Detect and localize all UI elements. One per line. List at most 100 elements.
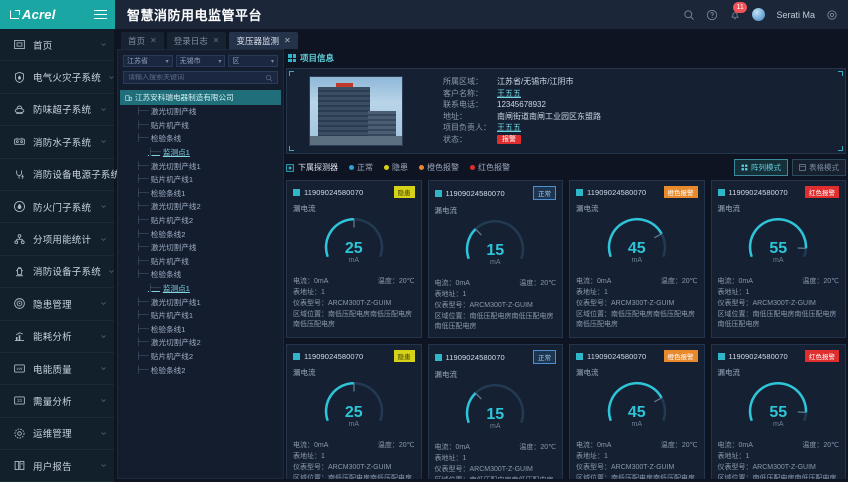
leakage-gauge: 55 mA <box>718 211 840 273</box>
tree-node-7[interactable]: ├── 激光切割产线2 <box>118 200 283 214</box>
help-circle-icon[interactable] <box>706 9 718 21</box>
chevron-down-icon[interactable] <box>100 397 107 404</box>
tree-node-3[interactable]: ├── 监测点1 <box>118 146 283 160</box>
chevron-down-icon[interactable] <box>100 236 107 243</box>
sidebar-item-5[interactable]: 防火门子系统 <box>0 191 114 224</box>
leakage-gauge: 25 mA <box>293 375 415 437</box>
sidebar-item-13[interactable]: 用户报告 <box>0 450 114 482</box>
meta-row-zone: 区域位置：南低压配电房南低压配电房南低压配电房 <box>718 474 840 479</box>
close-icon[interactable]: ✕ <box>150 36 157 45</box>
meta-row-zone: 区域位置：南低压配电房南低压配电房南低压配电房 <box>576 310 698 332</box>
device-card-grid: 11909024580070 隐患 漏电流 25 mA 电流：0mA 温度：20℃ 表地址：1… <box>286 180 846 479</box>
sidebar-item-0[interactable]: 首页 <box>0 29 114 62</box>
sidebar-item-11[interactable]: 23 需量分析 <box>0 385 114 418</box>
chevron-down-icon[interactable] <box>100 41 107 48</box>
metric-label: 漏电流 <box>293 368 316 377</box>
sidebar-item-4[interactable]: 消防设备电源子系统 <box>0 159 134 191</box>
device-card[interactable]: 11909024580070 红色报警 漏电流 55 mA 电流：0mA 温度：20℃ 表地址… <box>710 344 846 479</box>
device-card[interactable]: 11909024580070 橙色报警 漏电流 45 mA 电流：0mA 温度：20℃ 表地址… <box>569 180 705 338</box>
device-card[interactable]: 11909024580070 红色报警 漏电流 55 mA 电流：0mA 温度：20℃ 表地址… <box>710 180 846 338</box>
model-value: ARCM300T-Z-GUIM <box>469 301 533 309</box>
avatar[interactable] <box>752 8 766 21</box>
brand-logo-area[interactable]: Acrel <box>0 0 115 29</box>
project-field-value[interactable]: 王五五 <box>497 123 521 133</box>
chevron-down-icon[interactable] <box>108 74 115 81</box>
tree-root-node[interactable]: 江苏安科瑞电器制造有限公司 <box>120 90 281 105</box>
temp-label: 温度： <box>802 442 824 449</box>
region-select-2[interactable]: 区 ▾ <box>228 55 279 67</box>
search-icon[interactable] <box>265 74 273 82</box>
chevron-down-icon[interactable] <box>100 462 107 469</box>
username-label[interactable]: Serati Ma <box>776 9 815 20</box>
tab-2[interactable]: 变压器监测 ✕ <box>229 32 298 49</box>
current-value: 0mA <box>597 278 612 285</box>
tree-node-11[interactable]: ├── 贴片机产线 <box>118 255 283 269</box>
chevron-down-icon[interactable] <box>100 300 107 307</box>
tree-node-9[interactable]: ├── 检验条线2 <box>118 227 283 241</box>
chevron-down-icon[interactable] <box>100 365 107 372</box>
gear-icon[interactable] <box>826 9 838 21</box>
meta-row-model: 仪表型号：ARCM300T-Z-GUIM <box>576 299 698 310</box>
project-field-value[interactable]: 王五五 <box>497 88 521 98</box>
zone-label: 区域位置： <box>293 474 328 479</box>
chevron-down-icon[interactable]: ▾ <box>271 58 275 65</box>
device-card[interactable]: 11909024580070 隐患 漏电流 25 mA 电流：0mA 温度：20℃ 表地址：1… <box>286 344 422 479</box>
tree-node-17[interactable]: ├── 激光切割产线2 <box>118 336 283 350</box>
device-card[interactable]: 11909024580070 正常 漏电流 15 mA 电流：0mA 温度：20℃ 表地址：1… <box>427 180 563 338</box>
gauge-unit: mA <box>348 421 360 428</box>
tree-node-0[interactable]: ├── 激光切割产线 <box>118 105 283 119</box>
tree-node-16[interactable]: ├── 检验条线1 <box>118 323 283 337</box>
mode-button-0[interactable]: 阵列模式 <box>734 159 788 176</box>
address-value: 1 <box>604 452 608 460</box>
tree-node-14[interactable]: ├── 激光切割产线1 <box>118 295 283 309</box>
region-filters: 江苏省 ▾ 无锡市 ▾ 区 ▾ <box>118 50 283 67</box>
sidebar-item-6[interactable]: 分项用能统计 <box>0 223 114 256</box>
mode-button-1[interactable]: 表格模式 <box>792 159 846 176</box>
sidebar-item-12[interactable]: 运维管理 <box>0 418 114 451</box>
region-select-0[interactable]: 江苏省 ▾ <box>123 55 173 67</box>
tree-node-12[interactable]: ├── 检验条线 <box>118 268 283 282</box>
chevron-down-icon[interactable] <box>100 203 107 210</box>
tree-node-19[interactable]: ├── 检验条线2 <box>118 363 283 377</box>
notifications[interactable]: 11 <box>729 1 747 21</box>
sidebar-item-7[interactable]: 消防设备子系统 <box>0 256 115 289</box>
sidebar-item-3[interactable]: 消防水子系统 <box>0 126 114 159</box>
tree-node-15[interactable]: ├── 贴片机产线1 <box>118 309 283 323</box>
chevron-down-icon[interactable]: ▾ <box>218 58 222 65</box>
tree-node-1[interactable]: ├── 贴片机产线 <box>118 119 283 133</box>
region-select-1[interactable]: 无锡市 ▾ <box>175 55 226 67</box>
tree-node-5[interactable]: ├── 贴片机产线1 <box>118 173 283 187</box>
chevron-down-icon[interactable] <box>100 106 107 113</box>
sidebar-item-10[interactable]: kW 电能质量 <box>0 353 114 386</box>
tree-node-13[interactable]: ├── 监测点1 <box>118 282 283 296</box>
tab-0[interactable]: 首页 ✕ <box>121 32 164 49</box>
tree-node-8[interactable]: ├── 贴片机产线2 <box>118 214 283 228</box>
top-bar: Acrel 智慧消防用电监管平台 11 Serati Ma <box>0 0 848 29</box>
chevron-down-icon[interactable] <box>108 268 115 275</box>
hamburger-icon[interactable] <box>94 9 107 20</box>
meta-row-address: 表地址：1 <box>576 452 698 463</box>
gauge-svg <box>324 381 383 422</box>
close-icon[interactable]: ✕ <box>283 36 291 45</box>
search-icon[interactable] <box>683 9 695 21</box>
chevron-down-icon[interactable] <box>100 333 107 340</box>
chevron-down-icon[interactable] <box>100 138 107 145</box>
device-card[interactable]: 11909024580070 隐患 漏电流 25 mA 电流：0mA 温度：20℃ 表地址：1… <box>286 180 422 338</box>
close-icon[interactable]: ✕ <box>212 36 220 45</box>
tab-1[interactable]: 登录日志 ✕ <box>166 32 227 49</box>
search-box[interactable] <box>123 71 278 84</box>
chevron-down-icon[interactable] <box>100 430 107 437</box>
chevron-down-icon[interactable]: ▾ <box>165 58 169 65</box>
tree-node-10[interactable]: ├── 激光切割产线 <box>118 241 283 255</box>
sidebar-item-9[interactable]: 能耗分析 <box>0 321 114 353</box>
sidebar-item-8[interactable]: 隐患管理 <box>0 288 114 321</box>
tree-node-4[interactable]: ├── 激光切割产线1 <box>118 159 283 173</box>
tree-node-2[interactable]: ├── 检验条线 <box>118 132 283 146</box>
search-input[interactable] <box>128 74 265 81</box>
tree-node-18[interactable]: ├── 贴片机产线2 <box>118 350 283 364</box>
tree-node-6[interactable]: ├── 检验条线1 <box>118 187 283 201</box>
sidebar-item-2[interactable]: 防味超子系统 <box>0 94 114 127</box>
device-card[interactable]: 11909024580070 正常 漏电流 15 mA 电流：0mA 温度：20℃ 表地址：1… <box>427 344 563 479</box>
device-card[interactable]: 11909024580070 橙色报警 漏电流 45 mA 电流：0mA 温度：20℃ 表地址… <box>569 344 705 479</box>
sidebar-item-1[interactable]: 电气火灾子系统 <box>0 61 115 94</box>
